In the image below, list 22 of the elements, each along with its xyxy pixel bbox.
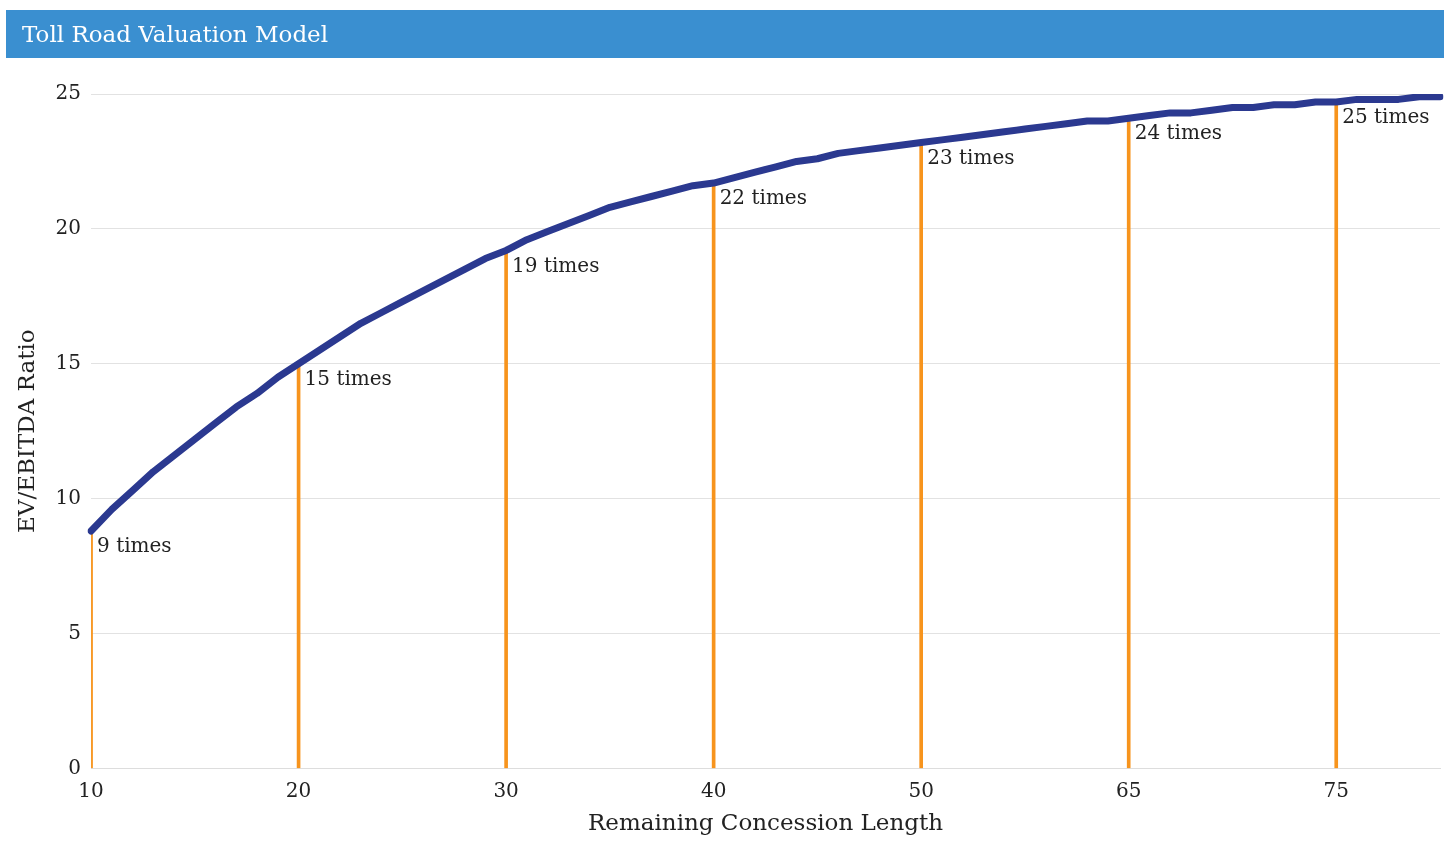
y-tick-label: 10 — [55, 484, 82, 509]
x-tick-label: 30 — [493, 777, 519, 802]
y-tick-label: 0 — [68, 754, 82, 779]
annotation: 23 times — [927, 144, 1015, 169]
annotation: 24 times — [1134, 120, 1223, 145]
annotation: 15 times — [304, 365, 392, 390]
annotation: 19 times — [512, 252, 600, 277]
x-axis-title: Remaining Concession Length — [588, 809, 944, 836]
chart-title: Toll Road Valuation Model — [6, 10, 1444, 58]
y-axis-title: EV/EBITDA Ratio — [12, 329, 39, 534]
annotation: 25 times — [1342, 104, 1430, 129]
annotation: 9 times — [97, 533, 172, 558]
x-tick-label: 40 — [700, 777, 727, 802]
y-tick-label: 5 — [68, 619, 82, 644]
x-tick-label: 50 — [908, 777, 934, 802]
x-tick-label: 65 — [1115, 777, 1142, 802]
y-tick-label: 15 — [55, 349, 82, 374]
y-tick-label: 25 — [55, 80, 82, 105]
x-tick-label: 20 — [285, 777, 312, 802]
y-tick-label: 20 — [55, 215, 82, 240]
x-tick-label: 75 — [1323, 777, 1349, 802]
annotation: 22 times — [719, 185, 807, 210]
